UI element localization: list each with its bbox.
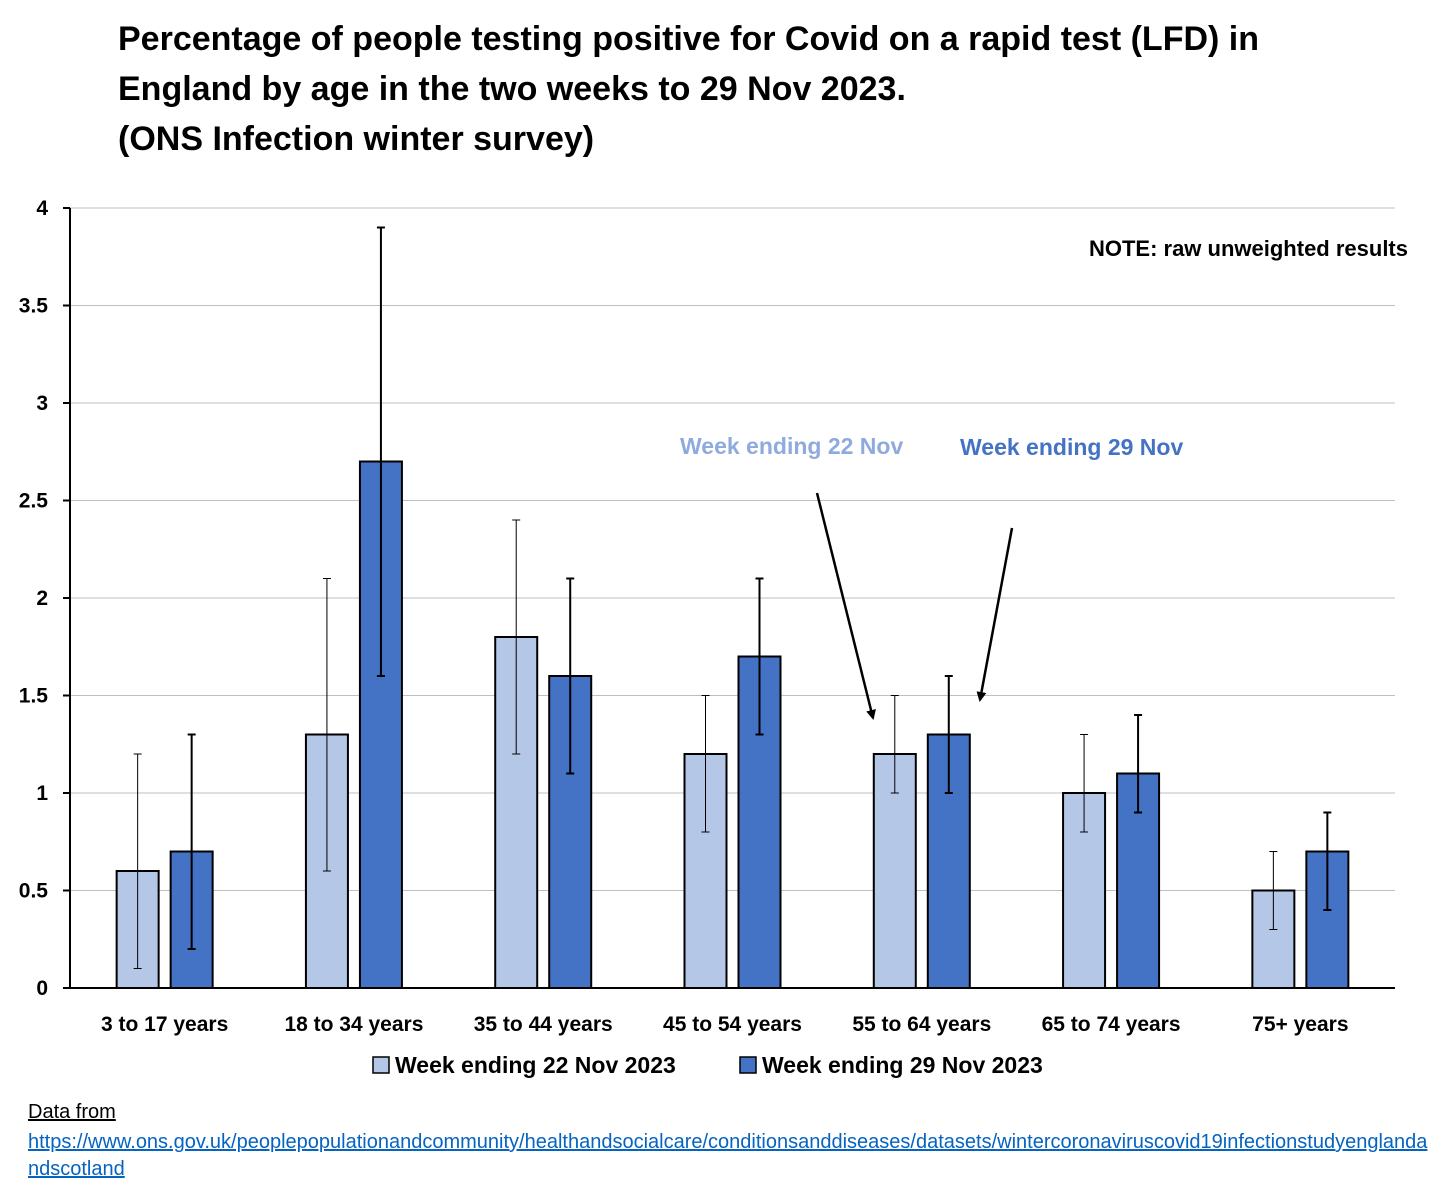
legend-swatch [739, 1056, 757, 1074]
title-line-3: (ONS Infection winter survey) [118, 120, 595, 158]
y-tick-label: 4 [36, 197, 48, 220]
y-tick-label: 3 [36, 392, 48, 415]
y-tick-label: 1.5 [19, 685, 49, 708]
y-tick-label: 0.5 [19, 880, 49, 903]
annotation-week-22: Week ending 22 Nov [680, 433, 903, 459]
y-tick-label: 2 [36, 587, 48, 610]
x-tick-label: 18 to 34 years [284, 1013, 423, 1036]
annotation-arrow-29 [976, 527, 1014, 702]
bar-chart: 0 0.5 1 1.5 2 2.5 3 3.5 4 3 to 17 years 18 to 34 y… [19, 197, 1408, 1078]
y-tick-label: 1 [36, 782, 48, 805]
annotation-week-29: Week ending 29 Nov [960, 434, 1183, 460]
x-tick-label: 3 to 17 years [101, 1013, 228, 1036]
x-tick-label: 65 to 74 years [1042, 1013, 1181, 1036]
x-tick-label: 35 to 44 years [474, 1013, 613, 1036]
legend-label: Week ending 29 Nov 2023 [762, 1052, 1043, 1078]
x-tick-label: 55 to 64 years [852, 1013, 991, 1036]
y-tick-label: 0 [36, 977, 48, 1000]
y-tick-label: 2.5 [19, 490, 49, 513]
chart-title: Percentage of people testing positive fo… [118, 14, 1418, 164]
y-tick-label: 3.5 [19, 295, 49, 318]
annotation-arrow-22 [815, 492, 876, 720]
legend-swatch [372, 1056, 390, 1074]
title-line-1: Percentage of people testing positive fo… [118, 20, 1260, 58]
bar [358, 460, 403, 989]
source-label: Data from [28, 1101, 116, 1123]
note-annotation: NOTE: raw unweighted results [1089, 236, 1408, 261]
legend-label: Week ending 22 Nov 2023 [395, 1052, 676, 1078]
x-tick-label: 75+ years [1252, 1013, 1348, 1036]
title-line-2: England by age in the two weeks to 29 No… [118, 70, 906, 108]
x-tick-label: 45 to 54 years [663, 1013, 802, 1036]
source-link[interactable]: https://www.ons.gov.uk/peoplepopulationa… [28, 1131, 1428, 1180]
